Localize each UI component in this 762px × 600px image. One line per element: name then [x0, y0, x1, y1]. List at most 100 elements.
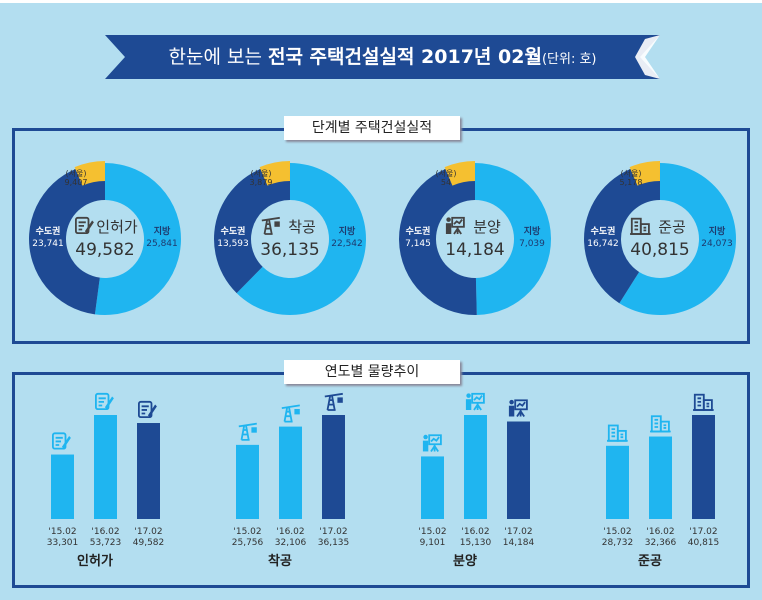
bar-category: '17.02	[689, 527, 717, 537]
presentation-icon	[508, 399, 528, 418]
permit-document-icon	[52, 432, 71, 450]
capital-label: 수도권	[406, 225, 431, 237]
bar-category: '17.02	[134, 527, 162, 537]
seoul-label: (서울)	[621, 169, 642, 178]
bar	[649, 436, 672, 519]
bar-category: '16.02	[276, 527, 304, 537]
donut-slice-seoul	[74, 161, 105, 186]
bar-value: 36,135	[318, 538, 350, 548]
donut-slice-local	[236, 162, 367, 315]
permit-document-icon	[75, 216, 94, 235]
donut-slice-local	[619, 163, 736, 315]
group-label: 착공	[268, 553, 292, 569]
donut-hole	[622, 201, 698, 277]
bar-value: 14,184	[503, 538, 535, 548]
donut-hole	[67, 201, 143, 277]
donut-slice-local	[475, 163, 551, 315]
bar-value: 32,106	[275, 538, 307, 548]
bar-value: 25,756	[232, 538, 264, 548]
bar-value: 40,815	[688, 538, 720, 548]
title-unit: (단위: 호)	[541, 52, 597, 67]
group-label: 분양	[453, 554, 477, 569]
donut-slice-capital	[28, 163, 105, 315]
seoul-value: 54	[441, 178, 451, 187]
stage-label: 인허가	[96, 218, 138, 236]
donut-slice-seoul	[629, 161, 660, 186]
seoul-value: 9,407	[65, 178, 88, 187]
group-label: 준공	[638, 554, 662, 569]
seoul-label: (서울)	[66, 169, 87, 178]
seoul-label: (서울)	[251, 169, 272, 178]
charts: (서울)9,407수도권23,741지방25,841인허가49,582(서울)3…	[28, 161, 736, 569]
donut-hole	[437, 201, 513, 277]
bar	[322, 415, 345, 519]
donut-인허가: (서울)9,407 수도권 23,741 지방 25,841 인허가 49,582	[28, 161, 181, 315]
buildings-icon	[650, 415, 671, 433]
seoul-label: (서울)	[436, 169, 457, 178]
capital-value: 23,741	[32, 239, 64, 249]
capital-label: 수도권	[591, 225, 616, 237]
local-value: 24,073	[701, 239, 733, 249]
bar-category: '16.02	[91, 527, 119, 537]
stage-total: 36,135	[260, 240, 319, 260]
seoul-value: 3,879	[250, 178, 273, 187]
donut-착공: (서울)3,879 수도권 13,593 지방 22,542 착공 36,135	[214, 161, 367, 315]
bar-value: 53,723	[90, 538, 122, 548]
bar-value: 32,366	[645, 538, 677, 548]
group-label: 인허가	[77, 553, 113, 569]
donut-hole	[252, 201, 328, 277]
section-title-stage: 단계별 주택건설실적	[284, 116, 460, 140]
bar-category: '16.02	[461, 527, 489, 537]
title-prefix: 한눈에 보는	[168, 46, 268, 68]
bar	[137, 423, 160, 519]
donut-slice-capital	[214, 163, 290, 294]
capital-value: 7,145	[405, 239, 431, 249]
bar-value: 28,732	[602, 538, 634, 548]
seoul-value: 5,178	[620, 178, 643, 187]
local-label: 지방	[154, 225, 171, 237]
bar-value: 9,101	[420, 538, 446, 548]
bar	[236, 444, 259, 519]
presentation-icon	[465, 392, 485, 411]
donut-slice-seoul	[444, 161, 475, 186]
bar-category: '16.02	[646, 527, 674, 537]
bar-category: '15.02	[233, 527, 261, 537]
bar	[94, 415, 117, 519]
stage-total: 14,184	[445, 240, 504, 260]
bar	[279, 426, 302, 519]
crane-icon	[324, 392, 343, 411]
donut-준공: (서울)5,178 수도권 16,742 지방 24,073 준공 40,815	[584, 161, 736, 315]
donut-slice-local	[94, 163, 181, 315]
donut-slice-capital	[398, 163, 477, 316]
buildings-icon	[693, 393, 714, 411]
bar-value: 49,582	[133, 538, 165, 548]
title-main: 전국 주택건설실적 2017년 02월	[267, 46, 542, 68]
permit-document-icon	[95, 392, 114, 411]
bar	[421, 456, 444, 519]
bar	[464, 415, 487, 519]
bar-category: '15.02	[418, 527, 446, 537]
presentation-icon	[422, 434, 442, 452]
local-value: 7,039	[519, 239, 545, 249]
stage-total: 40,815	[630, 240, 689, 260]
stage-label: 준공	[658, 218, 686, 236]
buildings-icon	[607, 424, 628, 442]
crane-icon	[281, 404, 300, 423]
page-title: 한눈에 보는 전국 주택건설실적 2017년 02월(단위: 호)	[105, 35, 660, 79]
bar	[51, 454, 74, 519]
bar-category: '17.02	[504, 527, 532, 537]
local-label: 지방	[709, 225, 726, 237]
permit-document-icon	[138, 400, 157, 419]
bar	[692, 415, 715, 519]
bar-category: '15.02	[48, 527, 76, 537]
capital-value: 16,742	[587, 239, 619, 249]
capital-label: 수도권	[36, 225, 61, 237]
infographic: 한눈에 보는 전국 주택건설실적 2017년 02월(단위: 호) 단계별 주택…	[0, 3, 762, 600]
presentation-icon	[445, 216, 465, 235]
bar-category: '15.02	[603, 527, 631, 537]
bar	[606, 445, 629, 519]
